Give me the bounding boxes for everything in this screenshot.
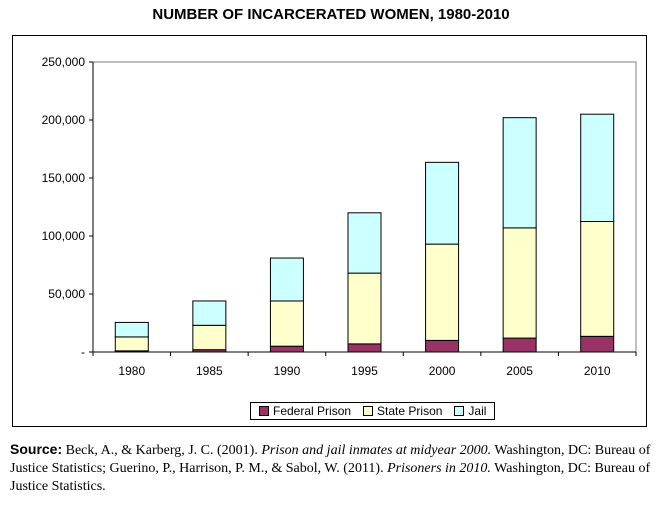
x-axis: 1980 1985 1990 1995 2000 2005 2010 bbox=[92, 351, 637, 378]
bar-segment-federal-prison bbox=[347, 343, 382, 353]
bars bbox=[114, 113, 615, 353]
y-tick-label: 200,000 bbox=[42, 113, 86, 127]
legend-entry: State Prison bbox=[363, 404, 442, 418]
bar-segment-federal-prison bbox=[580, 335, 615, 353]
legend-swatch bbox=[363, 406, 374, 416]
source-label: Source: bbox=[10, 441, 63, 457]
y-tick-label: 150,000 bbox=[42, 171, 86, 185]
bar-segment-jail bbox=[580, 113, 615, 222]
source-citation: Source: Beck, A., & Karberg, J. C. (2001… bbox=[10, 440, 655, 496]
bar-segment-jail bbox=[425, 161, 460, 245]
x-tick-label: 1985 bbox=[196, 364, 223, 378]
bar-segment-jail bbox=[502, 117, 537, 229]
bar-segment-federal-prison bbox=[425, 339, 460, 353]
bar-segment-state-prison bbox=[114, 336, 149, 352]
x-tick-label: 1980 bbox=[118, 364, 145, 378]
bar-segment-jail bbox=[114, 321, 149, 338]
source-text-2: Washington, DC: Bureau of Justice Statis… bbox=[10, 443, 651, 476]
chart-legend: Federal Prison State Prison Jail bbox=[250, 402, 496, 420]
x-tick-label: 2010 bbox=[584, 364, 611, 378]
bar-segment-jail bbox=[269, 257, 304, 302]
bar-segment-federal-prison bbox=[269, 345, 304, 353]
bar-segment-state-prison bbox=[580, 221, 615, 337]
source-text-3: Washington, DC: Bureau of Justice Statis… bbox=[10, 461, 651, 494]
legend-label: State Prison bbox=[377, 404, 443, 418]
y-tick-label: 50,000 bbox=[48, 287, 85, 301]
x-tick-label: 2005 bbox=[506, 364, 533, 378]
y-tick-label: 100,000 bbox=[42, 229, 86, 243]
y-tick-label: - bbox=[81, 345, 85, 359]
bar-segment-jail bbox=[347, 212, 382, 274]
legend-label: Federal Prison bbox=[273, 404, 352, 418]
legend-entry: Jail bbox=[454, 404, 486, 418]
chart-title: NUMBER OF INCARCERATED WOMEN, 1980-2010 bbox=[152, 6, 510, 23]
bar-segment-federal-prison bbox=[502, 337, 537, 353]
bar-segment-state-prison bbox=[269, 300, 304, 347]
y-axis: - 50,000 100,000 150,000 200,000 250,000 bbox=[42, 55, 637, 359]
legend-label: Jail bbox=[468, 404, 487, 418]
bar-segment-state-prison bbox=[502, 227, 537, 339]
source-title-2: Prisoners in 2010. bbox=[387, 461, 491, 476]
bar-segment-state-prison bbox=[425, 243, 460, 341]
legend-entry: Federal Prison bbox=[259, 404, 351, 418]
x-tick-label: 1995 bbox=[351, 364, 378, 378]
x-tick-label: 2000 bbox=[429, 364, 456, 378]
bar-segment-jail bbox=[192, 300, 227, 326]
x-tick-label: 1990 bbox=[274, 364, 301, 378]
bar-segment-state-prison bbox=[192, 324, 227, 351]
stacked-bar-chart: - 50,000 100,000 150,000 200,000 250,000 1980… bbox=[42, 55, 637, 378]
chart-frame bbox=[12, 35, 647, 427]
y-tick-label: 250,000 bbox=[42, 55, 86, 69]
legend-swatch bbox=[259, 406, 269, 416]
source-text-1: Beck, A., & Karberg, J. C. (2001). bbox=[62, 443, 262, 458]
legend-swatch bbox=[454, 406, 465, 416]
source-title-1: Prison and jail inmates at midyear 2000. bbox=[261, 443, 492, 458]
bar-segment-state-prison bbox=[347, 272, 382, 345]
